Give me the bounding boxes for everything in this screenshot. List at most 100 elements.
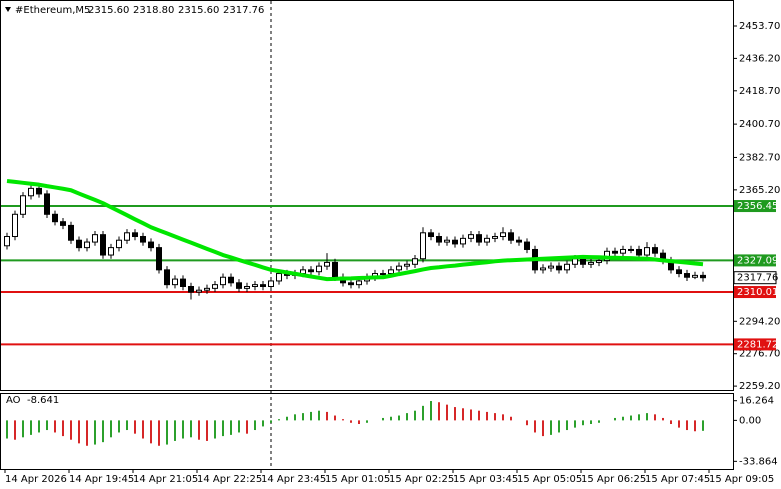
ao-tick-label: 0.00 — [739, 415, 761, 426]
level-label: 2356.45 — [737, 201, 778, 212]
y-tick-label: 2400.70 — [739, 119, 780, 130]
candle-body — [84, 241, 90, 249]
header-value: 2315.60 — [88, 5, 129, 16]
y-tick-label: 2276.70 — [739, 349, 780, 360]
x-tick-label: 15 Apr 06:25 — [581, 474, 646, 485]
candle-body — [148, 241, 154, 249]
candle-body — [404, 263, 410, 267]
x-tick-label: 15 Apr 09:05 — [709, 474, 774, 485]
candle-body — [676, 269, 682, 275]
x-tick-label: 14 Apr 21:05 — [133, 474, 198, 485]
level-label-box — [734, 338, 776, 351]
candle-body — [644, 247, 650, 256]
candle-body — [28, 187, 34, 197]
candle-body — [180, 278, 186, 288]
candle-body — [196, 289, 202, 293]
candle-body — [172, 278, 178, 286]
candle-body — [388, 269, 394, 275]
candle-body — [468, 234, 474, 239]
candle-body — [76, 239, 82, 249]
price-label-box — [733, 271, 777, 285]
candle-body — [348, 282, 354, 286]
ao-panel — [0, 393, 734, 470]
candle-body — [316, 265, 322, 273]
candle-body — [116, 239, 122, 249]
candle-body — [244, 286, 250, 289]
candle-body — [12, 213, 18, 238]
candle-body — [588, 261, 594, 265]
moving-average — [6, 178, 704, 282]
candle-body — [68, 224, 74, 241]
candle-body — [580, 258, 586, 265]
candle-body — [236, 282, 242, 289]
level-label: 2281.72 — [737, 339, 778, 350]
candle-body — [252, 284, 258, 288]
header-value: 2315.60 — [178, 5, 219, 16]
candle-body — [428, 232, 434, 238]
x-tick-label: 14 Apr 23:45 — [261, 474, 326, 485]
candle-body — [556, 265, 562, 271]
menu-arrow — [5, 7, 11, 12]
candle-body — [484, 237, 490, 243]
candle-body — [636, 248, 642, 256]
ao-tick-label: -33.864 — [739, 456, 778, 467]
header-value: 2317.76 — [223, 5, 264, 16]
candle-body — [436, 236, 442, 243]
candle-body — [188, 286, 194, 293]
candle-body — [268, 280, 274, 288]
candle-body — [460, 237, 466, 245]
candle-body — [500, 232, 506, 238]
chart-title: #Ethereum,M5 — [15, 5, 90, 16]
candle-body — [620, 248, 626, 254]
x-tick-label: 14 Apr 2026 — [5, 474, 67, 485]
candle-body — [540, 267, 546, 271]
ao-value: -8.641 — [27, 395, 59, 406]
x-tick-label: 15 Apr 05:05 — [517, 474, 582, 485]
candle-body — [44, 193, 50, 215]
candle-body — [324, 261, 330, 267]
candle-body — [572, 258, 578, 265]
candle-body — [412, 258, 418, 265]
candle-body — [476, 234, 482, 243]
candle-body — [124, 232, 130, 241]
candle-body — [108, 247, 114, 256]
candle-body — [132, 232, 138, 238]
x-tick-label: 15 Apr 03:45 — [453, 474, 518, 485]
candle-body — [684, 273, 690, 278]
candle-body — [100, 234, 106, 256]
candle-body — [596, 260, 602, 263]
candle-body — [228, 276, 234, 284]
x-tick-label: 15 Apr 07:45 — [645, 474, 710, 485]
candle-body — [492, 236, 498, 239]
y-tick-label: 2382.70 — [739, 152, 780, 163]
candle-body — [140, 236, 146, 243]
candle-body — [516, 239, 522, 243]
candle-body — [652, 247, 658, 254]
candle-body — [60, 221, 66, 226]
ao-name: AO — [6, 395, 21, 406]
candle-body — [692, 274, 698, 278]
level-label-box — [734, 254, 776, 267]
candle-body — [700, 274, 706, 279]
ao-tick-label: 16.264 — [739, 396, 774, 407]
candle-body — [276, 273, 282, 282]
y-tick-label: 2418.70 — [739, 86, 780, 97]
candle-body — [52, 213, 58, 223]
candle-body — [452, 239, 458, 245]
candle-body — [332, 261, 338, 278]
candle-body — [444, 239, 450, 243]
y-tick-label: 2259.20 — [739, 381, 780, 392]
level-label: 2310.01 — [737, 287, 778, 298]
candle-body — [420, 232, 426, 260]
level-label-box — [734, 286, 776, 299]
candle-body — [20, 195, 26, 215]
candle-body — [612, 250, 618, 254]
candle-body — [164, 269, 170, 286]
candle-body — [380, 273, 386, 276]
price-label: 2317.76 — [737, 273, 778, 284]
candle-body — [4, 236, 10, 247]
candle-body — [628, 248, 634, 251]
candle-body — [308, 269, 314, 273]
